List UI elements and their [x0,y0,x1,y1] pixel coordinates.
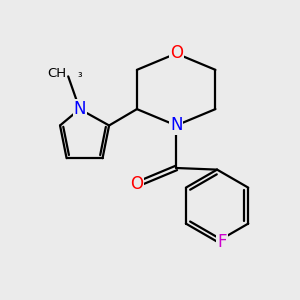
Text: N: N [170,116,182,134]
Text: F: F [217,232,227,250]
Text: ₃: ₃ [77,69,82,79]
Text: N: N [74,100,86,118]
Text: O: O [130,176,143,194]
Text: CH: CH [47,67,67,80]
Text: O: O [170,44,183,62]
